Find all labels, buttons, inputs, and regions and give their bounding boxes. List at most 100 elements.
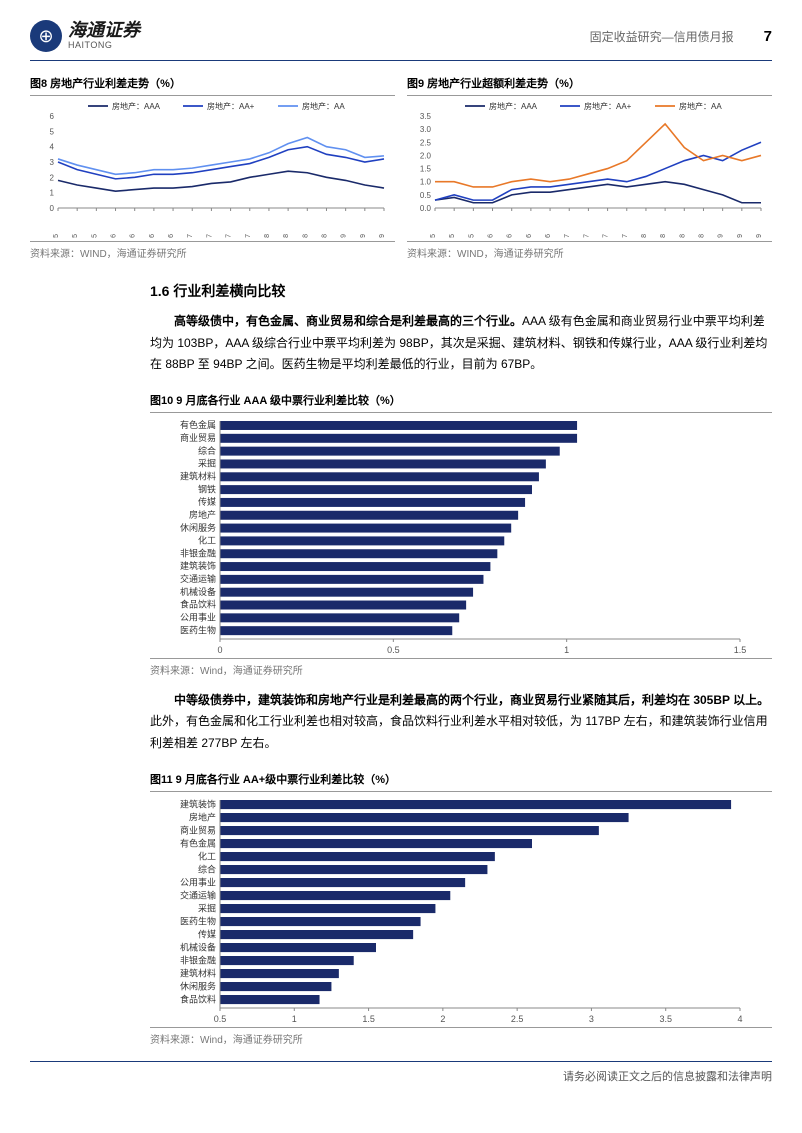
svg-text:Jan-16: Jan-16 bbox=[111, 234, 118, 238]
svg-text:化工: 化工 bbox=[198, 850, 216, 861]
svg-text:0: 0 bbox=[217, 645, 222, 655]
svg-text:采掘: 采掘 bbox=[198, 902, 216, 913]
svg-text:2.0: 2.0 bbox=[420, 151, 432, 160]
svg-text:Jul-16: Jul-16 bbox=[149, 234, 156, 238]
svg-text:Apr-15: Apr-15 bbox=[53, 234, 60, 238]
svg-text:医药生物: 医药生物 bbox=[180, 624, 216, 635]
para1-bold: 高等级债中，有色金属、商业贸易和综合是利差最高的三个行业。 bbox=[174, 314, 522, 328]
svg-text:建筑材料: 建筑材料 bbox=[180, 470, 216, 481]
logo: ⊕ 海通证券 HAITONG bbox=[30, 20, 140, 52]
svg-text:Jan-17: Jan-17 bbox=[187, 234, 194, 238]
svg-text:1.5: 1.5 bbox=[420, 165, 432, 174]
svg-text:Jul-17: Jul-17 bbox=[226, 234, 233, 238]
svg-text:2.5: 2.5 bbox=[420, 138, 432, 147]
top-charts-row: 图8 房地产行业利差走势（%） 房地产：AAA房地产：AA+房地产：AA0123… bbox=[30, 71, 772, 263]
svg-text:Oct-15: Oct-15 bbox=[468, 234, 475, 238]
svg-text:房地产: 房地产 bbox=[189, 811, 216, 822]
svg-text:Jul-19: Jul-19 bbox=[756, 234, 763, 238]
chart8-source: 资料来源：WIND，海通证券研究所 bbox=[30, 241, 395, 263]
logo-cn: 海通证券 bbox=[68, 21, 140, 41]
logo-en: HAITONG bbox=[68, 41, 140, 51]
svg-text:Jul-18: Jul-18 bbox=[302, 234, 309, 238]
svg-text:4: 4 bbox=[50, 143, 55, 152]
chart10: 图10 9 月底各行业 AAA 级中票行业利差比较（%） 有色金属商业贸易综合采… bbox=[150, 388, 772, 680]
chart9: 图9 房地产行业超额利差走势（%） 房地产：AAA 房地产：AA+ 房地产：AA 0.… bbox=[407, 71, 772, 263]
section-heading: 1.6 行业利差横向比较 bbox=[150, 281, 772, 301]
svg-text:食品饮料: 食品饮料 bbox=[180, 993, 216, 1004]
chart11-title: 图11 9 月底各行业 AA+级中票行业利差比较（%） bbox=[150, 767, 772, 792]
svg-text:房地产：AA+: 房地产：AA+ bbox=[584, 101, 632, 111]
svg-text:1.5: 1.5 bbox=[362, 1014, 375, 1024]
svg-text:0.5: 0.5 bbox=[387, 645, 400, 655]
svg-text:1: 1 bbox=[564, 645, 569, 655]
chart9-svg: 房地产：AAA 房地产：AA+ 房地产：AA 0.0 0.5 1.0 1.5 2.0 2.5 3.… bbox=[407, 98, 767, 238]
svg-text:Apr-19: Apr-19 bbox=[737, 234, 744, 238]
svg-text:Oct-18: Oct-18 bbox=[698, 234, 705, 238]
svg-text:有色金属: 有色金属 bbox=[180, 419, 216, 430]
svg-text:Oct-18: Oct-18 bbox=[321, 234, 328, 238]
svg-text:Oct-17: Oct-17 bbox=[245, 234, 252, 238]
svg-text:1: 1 bbox=[50, 189, 55, 198]
svg-text:建筑装饰: 建筑装饰 bbox=[180, 798, 216, 809]
svg-text:Jan-18: Jan-18 bbox=[264, 234, 271, 238]
chart10-title: 图10 9 月底各行业 AAA 级中票行业利差比较（%） bbox=[150, 388, 772, 413]
svg-text:Jan-17: Jan-17 bbox=[564, 234, 571, 238]
svg-text:Apr-15: Apr-15 bbox=[430, 234, 437, 238]
svg-text:综合: 综合 bbox=[198, 863, 216, 874]
svg-text:Oct-16: Oct-16 bbox=[168, 234, 175, 238]
chart8-title: 图8 房地产行业利差走势（%） bbox=[30, 71, 395, 96]
svg-text:综合: 综合 bbox=[198, 445, 216, 456]
svg-text:3.5: 3.5 bbox=[420, 112, 432, 121]
svg-text:Oct-16: Oct-16 bbox=[545, 234, 552, 238]
svg-text:房地产：AAA: 房地产：AAA bbox=[112, 101, 161, 111]
svg-text:建筑装饰: 建筑装饰 bbox=[180, 560, 216, 571]
svg-text:有色金属: 有色金属 bbox=[180, 837, 216, 848]
svg-text:房地产：AA: 房地产：AA bbox=[679, 101, 722, 111]
svg-text:机械设备: 机械设备 bbox=[180, 586, 216, 597]
chart9-title: 图9 房地产行业超额利差走势（%） bbox=[407, 71, 772, 96]
svg-text:房地产: 房地产 bbox=[189, 509, 216, 520]
svg-text:Jul-17: Jul-17 bbox=[603, 234, 610, 238]
svg-text:Jul-15: Jul-15 bbox=[449, 234, 456, 238]
chart8-svg: 房地产：AAA房地产：AA+房地产：AA0123456Apr-15Jul-15O… bbox=[30, 98, 390, 238]
svg-text:Jan-19: Jan-19 bbox=[341, 234, 348, 238]
chart10-source: 资料来源：Wind，海通证券研究所 bbox=[150, 658, 772, 680]
svg-text:1: 1 bbox=[292, 1014, 297, 1024]
svg-text:采掘: 采掘 bbox=[198, 457, 216, 468]
svg-text:商业贸易: 商业贸易 bbox=[180, 824, 216, 835]
svg-text:传媒: 传媒 bbox=[198, 928, 216, 939]
svg-text:房地产：AA: 房地产：AA bbox=[302, 101, 345, 111]
svg-text:0.0: 0.0 bbox=[420, 204, 432, 213]
svg-text:Apr-18: Apr-18 bbox=[660, 234, 667, 238]
svg-text:医药生物: 医药生物 bbox=[180, 915, 216, 926]
svg-text:Apr-18: Apr-18 bbox=[283, 234, 290, 238]
svg-text:传媒: 传媒 bbox=[198, 496, 216, 507]
svg-text:机械设备: 机械设备 bbox=[180, 941, 216, 952]
svg-text:0.5: 0.5 bbox=[420, 191, 432, 200]
svg-text:1.5: 1.5 bbox=[734, 645, 747, 655]
svg-text:Apr-17: Apr-17 bbox=[583, 234, 590, 238]
chart11-svg: 建筑装饰房地产商业贸易有色金属化工综合公用事业交通运输采掘医药生物传媒机械设备非… bbox=[150, 794, 750, 1024]
svg-text:商业贸易: 商业贸易 bbox=[180, 432, 216, 443]
svg-text:2: 2 bbox=[440, 1014, 445, 1024]
chart11: 图11 9 月底各行业 AA+级中票行业利差比较（%） 建筑装饰房地产商业贸易有… bbox=[150, 767, 772, 1049]
svg-text:6: 6 bbox=[50, 112, 55, 121]
para1: 高等级债中，有色金属、商业贸易和综合是利差最高的三个行业。AAA 级有色金属和商… bbox=[150, 311, 772, 376]
svg-text:非银金融: 非银金融 bbox=[180, 954, 216, 965]
svg-text:休闲服务: 休闲服务 bbox=[180, 522, 216, 533]
svg-text:房地产：AAA: 房地产：AAA bbox=[489, 101, 538, 111]
svg-text:房地产：AA+: 房地产：AA+ bbox=[207, 101, 255, 111]
svg-text:Apr-19: Apr-19 bbox=[360, 234, 367, 238]
svg-text:Jan-19: Jan-19 bbox=[718, 234, 725, 238]
svg-text:Jan-16: Jan-16 bbox=[488, 234, 495, 238]
svg-text:Apr-16: Apr-16 bbox=[507, 234, 514, 238]
svg-text:非银金融: 非银金融 bbox=[180, 547, 216, 558]
svg-text:1.0: 1.0 bbox=[420, 178, 432, 187]
svg-text:Jul-19: Jul-19 bbox=[379, 234, 386, 238]
svg-text:3: 3 bbox=[50, 158, 55, 167]
svg-text:化工: 化工 bbox=[198, 534, 216, 545]
svg-text:Oct-17: Oct-17 bbox=[622, 234, 629, 238]
svg-text:Apr-16: Apr-16 bbox=[130, 234, 137, 238]
svg-text:2.5: 2.5 bbox=[511, 1014, 524, 1024]
svg-text:3.5: 3.5 bbox=[659, 1014, 672, 1024]
